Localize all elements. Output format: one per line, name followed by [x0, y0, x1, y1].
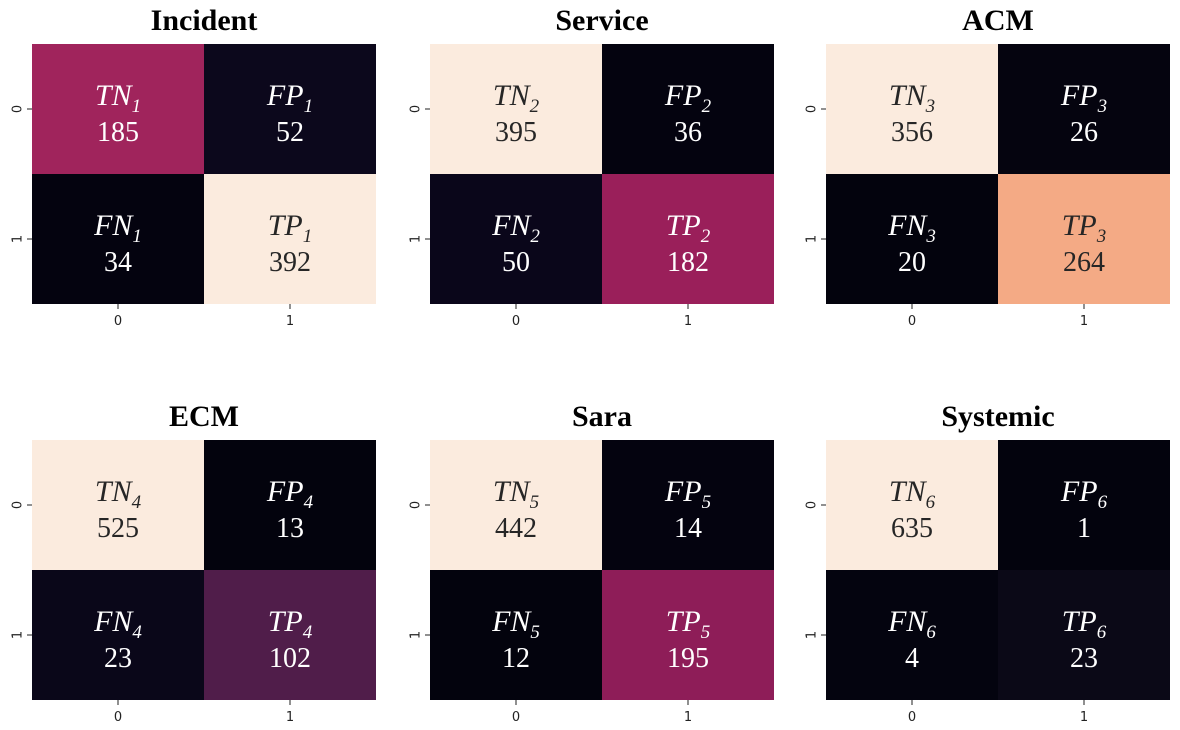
heatmap-cell: [204, 570, 376, 700]
cell-value: 442: [495, 513, 537, 544]
cell-value: 525: [97, 513, 139, 544]
x-tick-label: 0: [908, 314, 916, 329]
heatmap-cell: [826, 570, 998, 700]
y-tick-label: 0: [11, 501, 26, 509]
chart-title: ECM: [169, 400, 239, 433]
cell-value: 36: [674, 117, 702, 148]
cell-value: 50: [502, 247, 530, 278]
heatmap-cell: [998, 570, 1170, 700]
cell-label: FN2: [491, 209, 540, 247]
chart-title: Sara: [572, 400, 632, 433]
cell-value: 26: [1070, 117, 1098, 148]
cell-value: 14: [674, 513, 702, 544]
y-tick-label: 0: [805, 105, 820, 113]
cell-value: 52: [276, 117, 304, 148]
x-tick-label: 1: [684, 314, 692, 329]
y-tick-label: 1: [805, 631, 820, 639]
heatmap-cell: [204, 44, 376, 174]
cell-value: 4: [905, 643, 919, 674]
cell-value: 182: [667, 247, 709, 278]
heatmap-cell: [602, 570, 774, 700]
heatmap-cell: [826, 174, 998, 304]
cell-value: 185: [97, 117, 139, 148]
x-tick-label: 1: [1080, 710, 1088, 725]
heatmap-cell: [998, 174, 1170, 304]
y-tick-label: 1: [409, 235, 424, 243]
heatmap-cell: [430, 440, 602, 570]
heatmap-cell: [430, 174, 602, 304]
cell-value: 356: [891, 117, 933, 148]
heatmap-cell: [32, 44, 204, 174]
y-tick-label: 1: [11, 235, 26, 243]
cell-label: TP5: [666, 605, 711, 643]
cell-value: 34: [104, 247, 132, 278]
y-tick-label: 1: [11, 631, 26, 639]
cell-value: 13: [276, 513, 304, 544]
x-tick-label: 1: [684, 710, 692, 725]
cell-value: 395: [495, 117, 537, 148]
heatmap-cell: [602, 440, 774, 570]
chart-title: Systemic: [941, 400, 1054, 433]
y-tick-label: 1: [805, 235, 820, 243]
y-tick-label: 1: [409, 631, 424, 639]
x-tick-label: 1: [286, 710, 294, 725]
y-tick-label: 0: [11, 105, 26, 113]
heatmap-cell: [826, 440, 998, 570]
heatmap-cell: [32, 570, 204, 700]
x-tick-label: 0: [114, 710, 122, 725]
cell-value: 23: [104, 643, 132, 674]
cell-label: FN5: [491, 605, 540, 643]
cell-value: 23: [1070, 643, 1098, 674]
cell-value: 635: [891, 513, 933, 544]
cell-value: 264: [1063, 247, 1105, 278]
cell-value: 12: [502, 643, 530, 674]
cell-value: 195: [667, 643, 709, 674]
cell-value: 392: [269, 247, 311, 278]
cell-value: 102: [269, 643, 311, 674]
heatmap-cell: [32, 440, 204, 570]
x-tick-label: 0: [114, 314, 122, 329]
x-tick-label: 0: [512, 314, 520, 329]
heatmap-cell: [204, 440, 376, 570]
heatmap-cell: [826, 44, 998, 174]
heatmap-cell: [602, 44, 774, 174]
cell-value: 20: [898, 247, 926, 278]
heatmap-cell: [602, 174, 774, 304]
y-tick-label: 0: [409, 501, 424, 509]
heatmap-cell: [430, 44, 602, 174]
heatmap-cell: [32, 174, 204, 304]
chart-title: Incident: [151, 4, 258, 37]
heatmap-cell: [204, 174, 376, 304]
chart-title: Service: [555, 4, 648, 37]
x-tick-label: 0: [512, 710, 520, 725]
cell-label: TN6: [889, 475, 936, 513]
x-tick-label: 0: [908, 710, 916, 725]
chart-title: ACM: [962, 4, 1034, 37]
heatmap-cell: [430, 570, 602, 700]
x-tick-label: 1: [1080, 314, 1088, 329]
y-tick-label: 0: [409, 105, 424, 113]
heatmap-cell: [998, 44, 1170, 174]
x-tick-label: 1: [286, 314, 294, 329]
heatmap-cell: [998, 440, 1170, 570]
cell-value: 1: [1077, 513, 1091, 544]
y-tick-label: 0: [805, 501, 820, 509]
